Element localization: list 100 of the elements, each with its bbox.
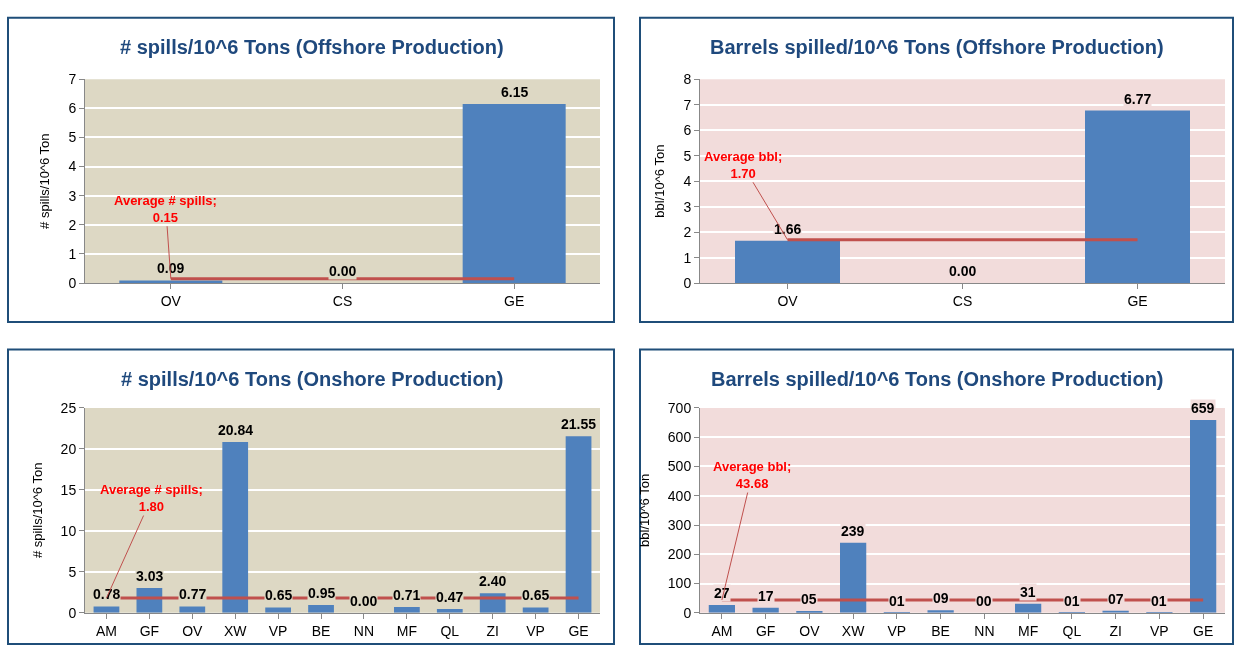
chart-title: # spills/10^6 Tons (Onshore Production) (121, 368, 504, 390)
data-label: 6.77 (1124, 91, 1152, 107)
y-tick-label: 5 (683, 147, 692, 164)
y-tick-label: 7 (683, 96, 692, 113)
y-tick-label: 5 (68, 563, 77, 580)
y-tick-label: 3 (683, 198, 692, 215)
y-tick-label: 10 (60, 522, 77, 539)
data-label: 6.15 (501, 84, 529, 100)
data-label: 659 (1191, 400, 1215, 416)
y-tick-label: 8 (683, 71, 692, 88)
x-tick-label: OV (799, 622, 821, 639)
chart-title: Barrels spilled/10^6 Tons (Onshore Production) (711, 368, 1164, 390)
y-tick-label: 3 (68, 187, 77, 204)
y-tick-label: 7 (68, 71, 77, 88)
y-tick-label: 200 (667, 546, 692, 563)
x-tick-label: CS (332, 292, 353, 309)
bar (179, 606, 206, 613)
x-tick-label: MF (1018, 622, 1039, 639)
y-tick-label: 1 (68, 245, 77, 262)
x-tick-label: GF (139, 622, 160, 639)
bar (93, 606, 120, 613)
chart-title: Barrels spilled/10^6 Tons (Offshore Production) (710, 36, 1164, 58)
x-tick-label: AM (711, 622, 733, 639)
ref-line-label: Average # spills; 1.80 (100, 482, 203, 514)
x-tick-label: OV (182, 622, 204, 639)
data-label: 21.55 (561, 416, 597, 432)
y-tick-label: 25 (60, 399, 77, 416)
x-tick-label: VP (1150, 622, 1169, 639)
y-tick-label: 300 (667, 516, 692, 533)
y-tick-label: 6 (68, 100, 77, 117)
data-label: 0.65 (522, 587, 550, 603)
data-label: 27 (714, 585, 730, 601)
x-tick-label: QL (440, 622, 460, 639)
y-tick-label: 6 (683, 122, 692, 139)
y-tick-label: 0 (68, 274, 77, 291)
x-tick-label: OV (160, 292, 182, 309)
data-label: 07 (1108, 591, 1124, 607)
y-tick-label: 0 (68, 604, 77, 621)
x-tick-label: BE (311, 622, 331, 639)
y-tick-label: 0 (683, 274, 692, 291)
x-tick-label: ZI (1109, 622, 1122, 639)
data-label: 0.09 (157, 260, 185, 276)
y-tick-label: 2 (683, 224, 692, 241)
y-tick-label: 2 (68, 216, 77, 233)
chart-title: # spills/10^6 Tons (Offshore Production) (120, 36, 504, 58)
bar (1190, 419, 1217, 613)
data-label: 01 (1064, 593, 1080, 609)
data-label: 00 (976, 593, 992, 609)
y-tick-label: 700 (667, 399, 692, 416)
x-tick-label: VP (268, 622, 288, 639)
y-axis-title: bbl/10^6 Ton (652, 144, 668, 218)
y-tick-label: 5 (68, 129, 77, 146)
data-label: 09 (933, 590, 949, 606)
y-axis-title: # spills/10^6 Ton (37, 133, 53, 229)
data-label: 239 (841, 523, 865, 539)
data-label: 0.78 (93, 586, 121, 602)
bar (522, 607, 549, 613)
data-label: 0.00 (329, 263, 357, 279)
x-tick-label: CS (952, 292, 973, 309)
x-tick-label: ZI (486, 622, 499, 639)
data-label: 0.47 (436, 589, 464, 605)
y-tick-label: 500 (667, 458, 692, 475)
data-label: 20.84 (218, 422, 254, 438)
x-tick-label: AM (95, 622, 117, 639)
data-label: 01 (1151, 593, 1167, 609)
x-tick-label: VP (887, 622, 907, 639)
y-tick-label: 0 (683, 604, 692, 621)
data-label: 3.03 (136, 568, 164, 584)
data-label: 31 (1020, 584, 1036, 600)
x-tick-label: OV (777, 292, 799, 309)
ref-line-label: Average bbl; 1.70 (704, 149, 783, 181)
data-label: 0.77 (179, 586, 207, 602)
x-tick-label: GE (504, 292, 525, 309)
x-tick-label: NN (353, 622, 375, 639)
data-label: 0.95 (308, 585, 336, 601)
data-label: 0.00 (949, 263, 977, 279)
bar (265, 607, 291, 613)
ref-line-label: Average # spills; 0.15 (114, 193, 217, 225)
y-tick-label: 15 (60, 481, 77, 498)
y-axis-title: bbl/10^6 Ton (636, 473, 652, 547)
y-tick-label: 4 (683, 173, 692, 190)
data-label: 05 (801, 591, 817, 607)
data-label: 17 (758, 588, 774, 604)
bar (840, 542, 867, 613)
x-tick-label: XW (841, 622, 866, 639)
data-label: 0.65 (265, 587, 293, 603)
data-label: 01 (889, 593, 905, 609)
x-tick-label: QL (1062, 622, 1082, 639)
y-tick-label: 100 (667, 575, 692, 592)
x-tick-label: NN (974, 622, 995, 639)
x-tick-label: GE (1127, 292, 1148, 309)
bar (308, 605, 334, 613)
data-label: 0.00 (350, 593, 378, 609)
ref-line-label: Average bbl; 43.68 (713, 459, 792, 491)
x-tick-label: GE (1193, 622, 1214, 639)
y-tick-label: 4 (68, 158, 77, 175)
x-tick-label: MF (396, 622, 417, 639)
data-label: 0.71 (393, 587, 421, 603)
data-label: 2.40 (479, 573, 507, 589)
x-tick-label: GF (755, 622, 776, 639)
